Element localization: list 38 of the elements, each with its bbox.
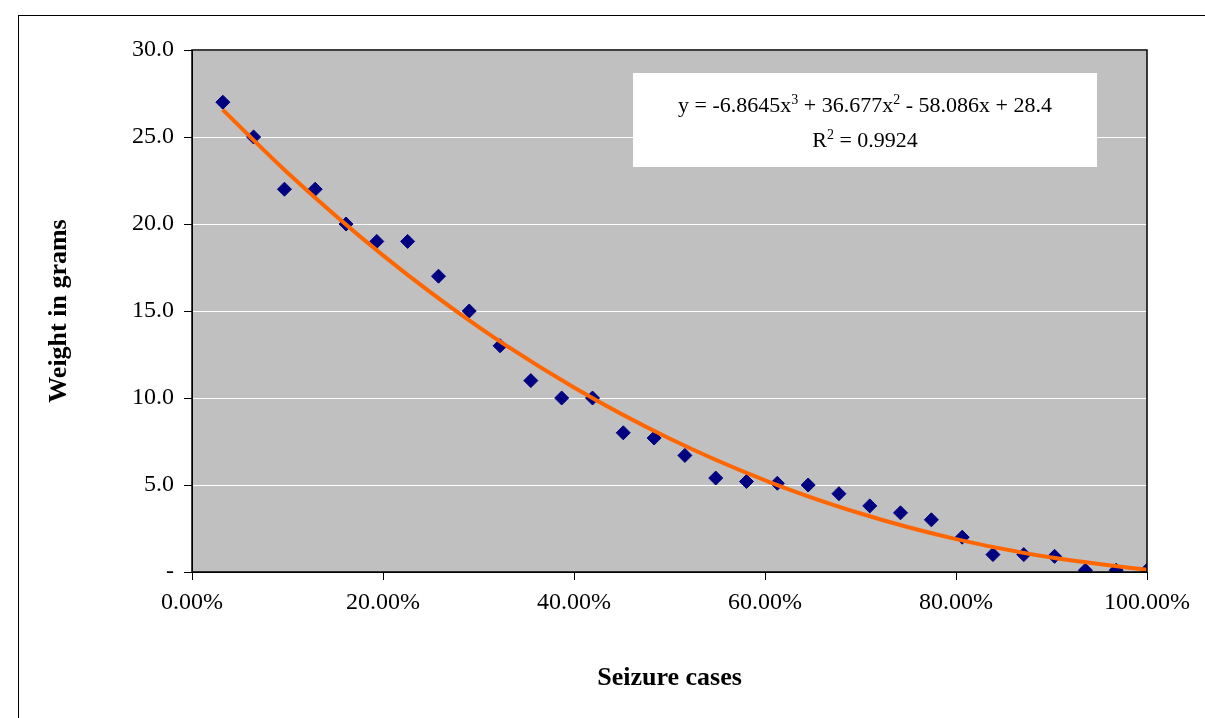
- y-tick-label: 10.0: [132, 383, 174, 410]
- point: [677, 447, 693, 463]
- point: [862, 498, 878, 514]
- y-tick-label: 5.0: [144, 470, 174, 497]
- point: [985, 547, 1001, 563]
- point: [461, 303, 477, 319]
- point: [893, 505, 909, 521]
- x-tick-label: 60.00%: [728, 587, 802, 614]
- y-tick-label: 25.0: [132, 122, 174, 149]
- y-tick-label: 20.0: [132, 209, 174, 236]
- point: [738, 474, 754, 490]
- x-tick-label: 40.00%: [537, 587, 611, 614]
- point: [523, 373, 539, 389]
- equation-box: y = -6.8645x$^{3}$ + 36.677x$^{2}$ - 58.086x + 28.4 R$^{2}$ = 0.9924: [633, 73, 1097, 167]
- x-tick-label: 20.00%: [346, 587, 420, 614]
- y-tick-label: 30.0: [132, 35, 174, 62]
- annotation: R$^{2}$ = 0.9924: [812, 126, 918, 155]
- x-tick-label: 100.00%: [1104, 587, 1190, 614]
- point: [554, 390, 570, 406]
- y-tick-label: -: [166, 557, 174, 584]
- point: [400, 233, 416, 249]
- point: [615, 425, 631, 441]
- point: [307, 181, 323, 197]
- point: [369, 233, 385, 249]
- x-tick-label: 80.00%: [919, 587, 993, 614]
- point: [831, 486, 847, 502]
- point: [276, 181, 292, 197]
- point: [923, 512, 939, 528]
- point: [215, 94, 231, 110]
- point: [800, 477, 816, 493]
- point: [708, 470, 724, 486]
- x-axis-title: Seizure cases: [597, 662, 742, 692]
- y-tick-label: 15.0: [132, 296, 174, 323]
- annotation: y = -6.8645x$^{3}$ + 36.677x$^{2}$ - 58.086x + 28.4: [678, 90, 1052, 119]
- y-axis-title: Weight in grams: [43, 219, 73, 403]
- x-tick-label: 0.00%: [161, 587, 223, 614]
- point: [646, 430, 662, 446]
- point: [430, 268, 446, 284]
